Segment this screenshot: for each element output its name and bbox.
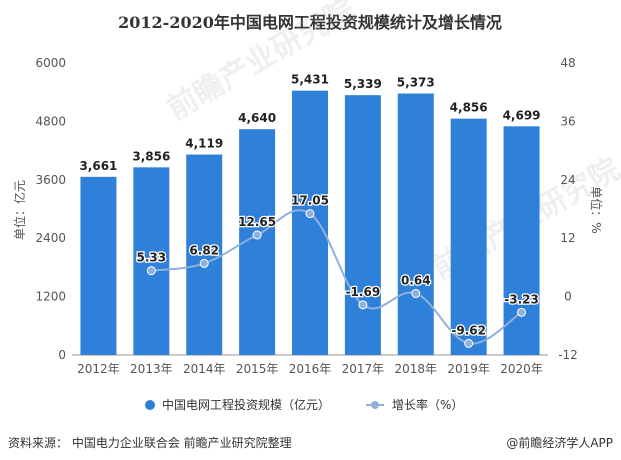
bar-value-labels: 3,661 3,856 4,119 4,640 5,431 5,339 5,373 4,856… (79, 73, 540, 173)
left-tick-label: 6000 (35, 56, 66, 70)
rate-value-label: -9.62 (451, 323, 486, 337)
right-tick-label: 0 (564, 290, 572, 304)
rate-value-label: 12.65 (238, 215, 276, 229)
left-tick-label: 1200 (35, 290, 66, 304)
x-tick-label: 2013年 (130, 362, 173, 376)
bar (292, 90, 328, 355)
legend-line-label: 增长率（%） (392, 397, 463, 412)
rate-point (358, 300, 368, 310)
left-axis-ticks: 0 1200 2400 3600 4800 6000 (35, 56, 66, 362)
bar-value-label: 4,856 (450, 101, 488, 115)
legend-line-dot (371, 401, 379, 409)
bar (344, 95, 381, 355)
chart-title: 2012-2020年中国电网工程投资规模统计及增长情况 (118, 13, 502, 32)
right-tick-label: 48 (560, 56, 575, 70)
bar (397, 93, 434, 355)
rate-point (305, 209, 315, 219)
bar-value-label: 5,373 (397, 76, 435, 90)
left-axis-title: 单位：亿元 (12, 180, 27, 240)
left-tick-label: 4800 (35, 114, 66, 128)
x-tick-label: 2015年 (236, 362, 279, 376)
bar (133, 167, 170, 355)
bar (186, 154, 223, 355)
x-tick-label: 2014年 (183, 362, 226, 376)
rate-value-label: 0.64 (401, 273, 431, 287)
bar-value-label: 4,640 (238, 111, 276, 125)
legend-bar-marker (145, 400, 155, 410)
legend-bar-label: 中国电网工程投资规模（亿元） (162, 397, 330, 412)
left-tick-label: 0 (58, 348, 66, 362)
bar-value-label: 3,856 (132, 149, 170, 163)
bar-value-label: 3,661 (79, 159, 117, 173)
left-tick-label: 2400 (35, 231, 66, 245)
bar (450, 118, 487, 355)
rate-value-label: -1.69 (346, 285, 381, 299)
rate-point (411, 288, 421, 298)
bar-value-label: 5,431 (291, 73, 329, 87)
rate-point (252, 230, 262, 240)
rate-line (151, 209, 523, 345)
bar-value-label: 4,119 (185, 137, 223, 151)
x-tick-label: 2016年 (289, 362, 332, 376)
right-tick-label: 12 (560, 231, 575, 245)
bar-value-label: 4,699 (503, 108, 541, 122)
left-tick-label: 3600 (35, 173, 66, 187)
x-tick-label: 2018年 (395, 362, 438, 376)
legend: 中国电网工程投资规模（亿元） 增长率（%） (145, 397, 463, 412)
right-axis-ticks: -12 0 12 24 36 48 (558, 56, 578, 362)
rate-value-label: -3.23 (504, 292, 539, 306)
x-tick-label: 2017年 (342, 362, 385, 376)
watermarks: 前瞻产业研究院 前瞻产业研究院 (162, 0, 621, 287)
right-tick-label: -12 (558, 348, 578, 362)
rate-value-label: 17.05 (291, 194, 329, 208)
brand-label: @前瞻经济学人APP (506, 435, 613, 450)
bar-series (80, 90, 540, 355)
x-axis-ticks: 2012年 2013年 2014年 2015年 2016年 2017年 2018年 2019年… (77, 362, 543, 376)
bar (503, 126, 540, 355)
bar (80, 176, 117, 355)
rate-value-labels: 5.33 6.82 12.65 17.05 -1.69 0.64 -9.62 -3.23 (135, 192, 540, 338)
rate-point (517, 307, 527, 317)
x-tick-label: 2012年 (77, 362, 120, 376)
source-note: 资料来源： 中国电力企业联合会 前瞻产业研究院整理 (8, 435, 292, 450)
right-tick-label: 24 (560, 173, 575, 187)
rate-series (146, 209, 527, 348)
rate-point (464, 338, 474, 348)
rate-value-label: 5.33 (137, 251, 167, 265)
bar-value-label: 5,339 (344, 77, 382, 91)
x-tick-label: 2020年 (500, 362, 543, 376)
right-tick-label: 36 (560, 114, 575, 128)
right-axis-title: 单位：% (589, 186, 604, 233)
rate-point (146, 266, 156, 276)
x-tick-label: 2019年 (447, 362, 490, 376)
rate-value-label: 6.82 (189, 243, 219, 257)
rate-point (199, 258, 209, 268)
